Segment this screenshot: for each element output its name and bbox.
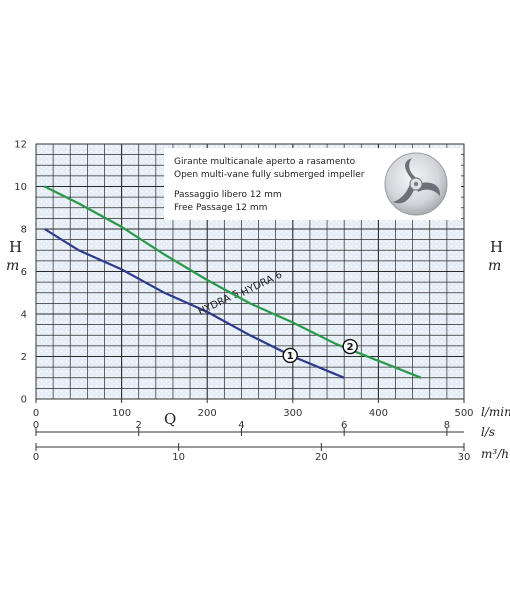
series-badge-number: 2	[347, 342, 354, 353]
x-tick-label: 20	[315, 452, 328, 463]
plot-frame	[35, 143, 465, 400]
x-tick-label: 400	[369, 408, 388, 419]
x-tick-label: 200	[198, 408, 217, 419]
legend-box: Girante multicanale aperto a rasamento O…	[164, 148, 461, 220]
y-axis-ticks: 0 2 4 6 8 10 12	[14, 140, 27, 406]
x-axis-title: Q	[164, 410, 176, 428]
series-badge-number: 1	[287, 351, 294, 362]
series-line	[44, 185, 422, 379]
y-tick-label: 10	[14, 182, 27, 193]
legend-line-2: Open multi-vane fully submerged impeller	[174, 170, 365, 180]
y-tick-label: 4	[21, 310, 27, 321]
y-tick-label: 6	[21, 267, 27, 278]
legend-line-1: Girante multicanale aperto a rasamento	[174, 157, 356, 167]
x-tick-label: 30	[458, 452, 471, 463]
y-axis-label-right: H	[490, 238, 503, 256]
impeller-icon	[384, 152, 448, 216]
legend-line-3: Passaggio libero 12 mm	[174, 190, 282, 200]
x-tick-label: 8	[444, 420, 450, 431]
x-tick-label: 10	[172, 452, 185, 463]
x-tick-label: 6	[341, 420, 347, 431]
x-tick-label: 4	[238, 420, 244, 431]
x-axes: 0 100 200 300 400 500 l/min 0 2 4 6 8 l/s 0 10 20 30 m³/h	[33, 399, 510, 463]
x-axis-unit: l/min	[481, 405, 510, 419]
x-tick-label: 2	[136, 420, 142, 431]
y-tick-label: 8	[21, 225, 27, 236]
y-tick-label: 2	[21, 352, 27, 363]
legend-line-4: Free Passage 12 mm	[174, 203, 267, 213]
x-axis-unit: m³/h	[481, 447, 509, 461]
x-tick-label: 100	[112, 408, 131, 419]
x-tick-label: 500	[454, 408, 473, 419]
y-tick-label: 12	[14, 140, 27, 151]
x-tick-label: 0	[33, 408, 39, 419]
y-axis-label-left: H	[9, 238, 22, 256]
series-badge	[282, 347, 298, 364]
x-axis-unit: l/s	[481, 425, 495, 439]
y-axis-unit-left: m	[6, 258, 19, 274]
y-axis-unit-right: m	[488, 258, 501, 274]
y-tick-label: 0	[21, 395, 27, 406]
x-tick-label: 0	[33, 420, 39, 431]
x-tick-label: 0	[33, 452, 39, 463]
x-tick-label: 300	[283, 408, 302, 419]
series-badge	[342, 338, 358, 355]
